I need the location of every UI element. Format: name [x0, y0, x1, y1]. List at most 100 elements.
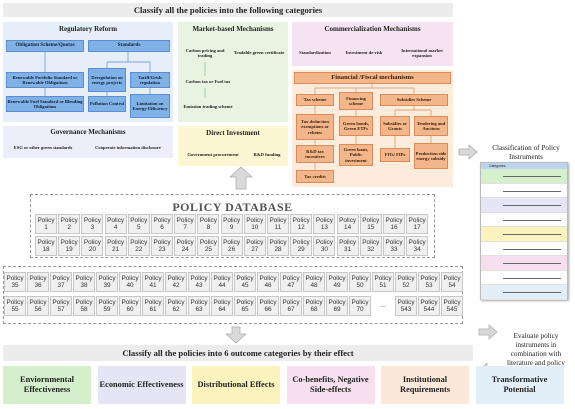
policy-number: 9 [229, 224, 234, 232]
policy-number: 21 [112, 246, 120, 254]
subsidy-item-fits: FITs/ FIPs [380, 148, 410, 162]
policy-word: Policy [52, 275, 70, 282]
policy-word: Policy [246, 239, 264, 246]
policy-number: 37 [57, 282, 65, 290]
policy-word: Policy [107, 239, 125, 246]
policy-cell: Policy 8 [197, 214, 220, 234]
policy-cell: Policy 52 [395, 272, 417, 292]
policy-number: 68 [310, 306, 318, 314]
policy-number: 16 [390, 224, 398, 232]
policy-number: 24 [181, 246, 189, 254]
right-arrow-icon [478, 324, 498, 340]
policy-cell: Policy 31 [336, 236, 359, 256]
policy-database-frame-lower [3, 266, 463, 324]
policy-database-frame [30, 194, 435, 258]
financial-connectors [314, 84, 432, 170]
outcome-box: Economic Effectiveness [97, 366, 186, 404]
policy-word: Policy [315, 217, 333, 224]
table-line [503, 263, 561, 264]
policy-cell: Policy 6 [151, 214, 173, 234]
down-arrow-icon [225, 326, 247, 344]
policy-word: Policy [37, 239, 55, 246]
policy-cell: Policy 70 [349, 296, 371, 316]
policy-number: 43 [195, 282, 203, 290]
policy-number: 14 [344, 224, 352, 232]
policy-word: Policy [292, 239, 310, 246]
regulatory-title: Regulatory Reform [58, 25, 118, 33]
tax-scheme-header: Tax scheme [296, 94, 334, 106]
policy-word: Policy [351, 275, 369, 282]
policy-word: Policy [167, 299, 185, 306]
tax-item-rd: R&D tax incentives [296, 145, 334, 163]
policy-word: Policy [443, 275, 461, 282]
policy-cell: Policy 45 [234, 272, 256, 292]
policy-cell: Policy 545 [441, 296, 463, 316]
policy-number: 3 [90, 224, 95, 232]
policy-word: Policy [6, 299, 24, 306]
policy-number: 28 [274, 246, 282, 254]
policy-number: 56 [34, 306, 42, 314]
policy-cell: Policy 22 [127, 236, 150, 256]
policy-cell: Policy 69 [326, 296, 348, 316]
policy-word: Policy [282, 299, 300, 306]
policy-number: 20 [88, 246, 96, 254]
policy-cell: Policy 47 [280, 272, 302, 292]
direct-title: Direct Investment [206, 129, 260, 137]
market-item-carbon-pricing: Carbon pricing and trading [185, 47, 225, 58]
policy-number: 23 [158, 246, 166, 254]
policy-word: Policy [443, 299, 461, 306]
policy-word: Policy [292, 217, 310, 224]
ellipsis-label: ... [380, 302, 386, 309]
subsidy-item-tendering: Tendering and Auctions [414, 116, 448, 136]
outcome-label: Distributional Effects [197, 380, 275, 390]
policy-word: Policy [60, 217, 78, 224]
policy-number: 33 [390, 246, 398, 254]
policy-word: Policy [130, 217, 148, 224]
policy-cell: Policy 20 [81, 236, 104, 256]
commercial-title: Commercialization Mechanisms [324, 25, 421, 33]
policy-number: 31 [344, 246, 352, 254]
policy-word: Policy [259, 275, 277, 282]
reg-item-tariff: Tariff/Grids regulation [130, 72, 170, 88]
policy-cell: Policy 63 [188, 296, 210, 316]
policy-number: 7 [183, 224, 187, 232]
policy-word: Policy [269, 239, 287, 246]
policy-word: Policy [121, 299, 139, 306]
policy-word: Policy [190, 299, 208, 306]
standards-header: Standards [88, 40, 170, 52]
policy-number: 63 [195, 306, 203, 314]
policy-word: Policy [167, 275, 185, 282]
reg-item-rfs: Renewable Fuel Standard or Blending Obli… [6, 96, 84, 112]
regulatory-connectors [44, 52, 151, 96]
policy-number: 51 [379, 282, 387, 290]
policy-number: 55 [11, 306, 19, 314]
policy-word: Policy [328, 275, 346, 282]
policy-number: 34 [413, 246, 421, 254]
policy-cell: Policy 21 [104, 236, 127, 256]
financing-scheme-header: Financing scheme [339, 92, 373, 110]
policy-word: Policy [176, 217, 194, 224]
policy-word: Policy [199, 217, 217, 224]
policy-number: 41 [149, 282, 157, 290]
policy-number: 45 [241, 282, 249, 290]
table-line [503, 277, 561, 279]
policy-word: Policy [75, 275, 93, 282]
policy-cell: Policy 26 [220, 236, 243, 256]
policy-word: Policy [328, 299, 346, 306]
table-band [481, 169, 567, 184]
policy-word: Policy [144, 299, 162, 306]
policy-word: Policy [213, 299, 231, 306]
policy-cell: Policy 62 [165, 296, 187, 316]
policy-cell: Policy 28 [267, 236, 289, 256]
table-line [503, 248, 561, 250]
policy-word: Policy [83, 217, 101, 224]
policy-word: Policy [153, 217, 171, 224]
policy-number: 6 [160, 224, 164, 232]
policy-number: 1 [44, 224, 48, 232]
policy-cell: Policy 60 [119, 296, 141, 316]
policy-number: 8 [206, 224, 211, 232]
policy-word: Policy [259, 299, 277, 306]
policy-cell: Policy 38 [73, 272, 95, 292]
policy-word: Policy [236, 275, 254, 282]
right-arrow-icon [458, 144, 478, 160]
